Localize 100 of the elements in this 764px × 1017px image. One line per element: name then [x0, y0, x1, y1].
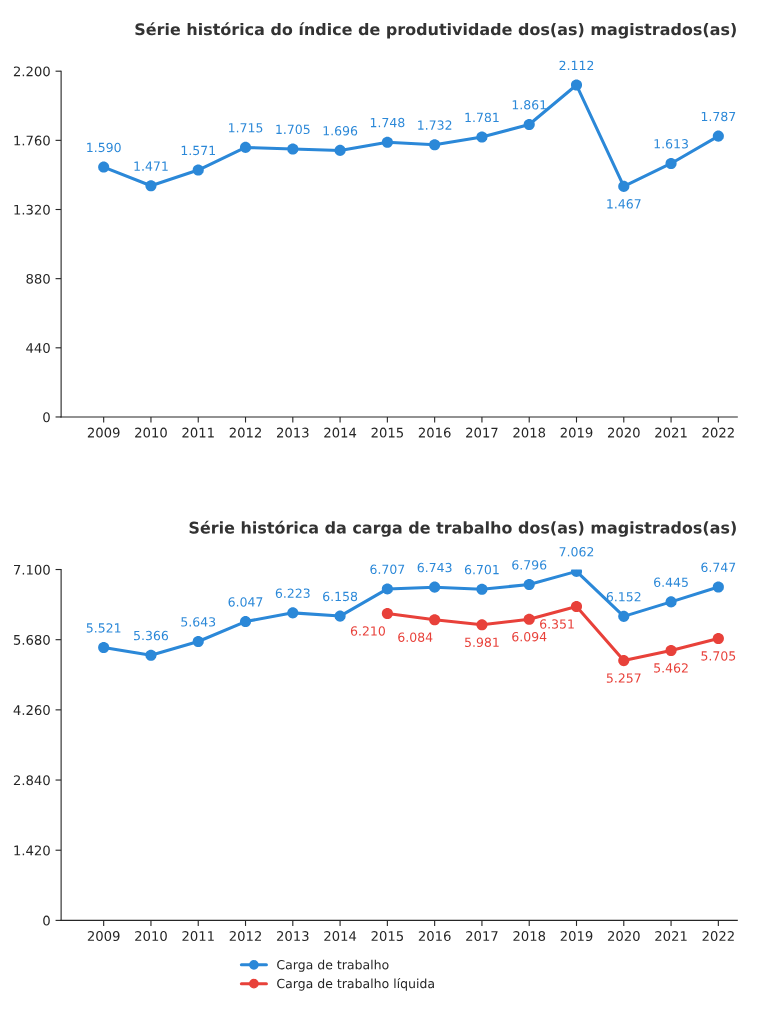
point — [145, 180, 157, 192]
point — [712, 632, 724, 645]
point — [239, 141, 252, 153]
point — [665, 644, 677, 657]
point — [98, 161, 110, 173]
data-label: 6.351 — [540, 619, 574, 629]
x-tick-label: 2015 — [371, 931, 404, 942]
x-tick-label: 2020 — [607, 427, 640, 438]
data-label: 5.462 — [654, 663, 688, 673]
data-label: 6.047 — [228, 597, 263, 607]
point — [618, 180, 630, 192]
point — [665, 596, 677, 608]
data-label: 6.701 — [464, 564, 499, 575]
x-tick-label: 2022 — [702, 427, 734, 438]
x-tick-label: 2012 — [229, 931, 261, 942]
chart-title: Série histórica da carga de trabalho dos(as) magistrados(as) — [189, 520, 736, 537]
point — [618, 610, 630, 622]
x-tick-label: 2020 — [607, 931, 640, 942]
point — [239, 616, 252, 628]
x-tick-label: 2009 — [87, 931, 120, 942]
data-label: 6.743 — [417, 562, 452, 573]
point — [429, 581, 441, 593]
legend-label: Carga de trabalho líquida — [277, 978, 434, 991]
data-label: 6.152 — [606, 591, 641, 602]
x-tick-label: 2016 — [418, 931, 451, 942]
point — [476, 583, 488, 595]
x-tick-label: 2010 — [135, 931, 167, 942]
x-tick-label: 2016 — [418, 427, 451, 438]
point — [523, 118, 535, 131]
data-label: 6.223 — [275, 588, 310, 598]
x-tick-label: 2019 — [560, 931, 593, 942]
point — [476, 619, 488, 631]
point — [712, 581, 724, 593]
point — [381, 136, 393, 148]
y-tick-label: 1.760 — [14, 135, 50, 146]
point — [334, 144, 346, 156]
x-tick-label: 2009 — [87, 427, 120, 438]
point — [145, 649, 157, 661]
data-label: 5.257 — [606, 673, 641, 683]
data-label: 6.084 — [398, 632, 433, 642]
y-tick-label: 4.260 — [13, 705, 50, 716]
x-tick-label: 2018 — [513, 931, 546, 942]
data-label: 5.643 — [181, 617, 216, 627]
x-tick-label: 2014 — [324, 931, 357, 942]
point — [192, 635, 204, 648]
x-tick-label: 2011 — [182, 427, 214, 438]
data-label: 5.981 — [465, 637, 499, 647]
x-tick-label: 2011 — [182, 931, 214, 942]
y-tick-label: 0 — [43, 915, 50, 926]
y-tick-label: 0 — [43, 412, 50, 423]
data-label: 6.707 — [370, 564, 405, 575]
point — [665, 157, 677, 170]
point — [523, 613, 535, 625]
chart-title: Série histórica do índice de produtividade dos(as) magistrados(as) — [135, 22, 736, 39]
data-label: 1.748 — [370, 117, 405, 128]
point — [287, 607, 299, 619]
data-label: 6.445 — [654, 577, 688, 587]
data-label: 1.781 — [465, 112, 499, 123]
data-label: 7.062 — [559, 547, 594, 557]
legend-label: Carga de trabalho — [277, 959, 389, 972]
x-tick-label: 2013 — [276, 931, 309, 942]
y-tick-label: 1.420 — [14, 845, 50, 856]
y-tick-label: 440 — [26, 343, 50, 354]
x-tick-label: 2014 — [324, 427, 357, 438]
y-tick-label: 880 — [26, 273, 50, 284]
data-label: 1.861 — [512, 100, 546, 110]
point — [98, 641, 110, 654]
data-label: 6.796 — [512, 560, 547, 570]
data-label: 1.696 — [323, 126, 358, 136]
point — [476, 131, 488, 143]
point — [192, 164, 204, 176]
data-label: 6.094 — [512, 631, 547, 642]
data-label: 1.613 — [654, 139, 688, 149]
data-label: 6.210 — [350, 626, 385, 636]
x-tick-label: 2022 — [702, 931, 734, 942]
data-label: 1.715 — [229, 123, 263, 133]
data-label: 1.787 — [701, 111, 736, 122]
data-label: 5.521 — [86, 623, 121, 633]
point — [381, 583, 393, 595]
y-tick-label: 2.840 — [13, 775, 50, 786]
x-tick-label: 2018 — [513, 427, 546, 438]
point — [523, 578, 535, 591]
x-tick-label: 2010 — [135, 427, 167, 438]
point — [570, 79, 583, 91]
x-tick-label: 2017 — [466, 931, 498, 942]
data-label: 6.747 — [701, 562, 736, 573]
data-label: 1.732 — [418, 120, 452, 130]
data-label: 1.471 — [134, 161, 168, 171]
y-tick-label: 2.200 — [13, 66, 50, 77]
x-tick-label: 2013 — [276, 427, 309, 438]
x-tick-label: 2019 — [560, 427, 593, 438]
data-label: 6.158 — [323, 591, 358, 602]
point — [570, 600, 583, 613]
point — [381, 607, 393, 620]
point — [712, 130, 724, 142]
y-tick-label: 1.320 — [14, 204, 50, 215]
point — [334, 610, 346, 622]
point — [429, 614, 441, 626]
data-label: 5.705 — [701, 651, 736, 661]
data-label: 1.705 — [276, 124, 310, 135]
